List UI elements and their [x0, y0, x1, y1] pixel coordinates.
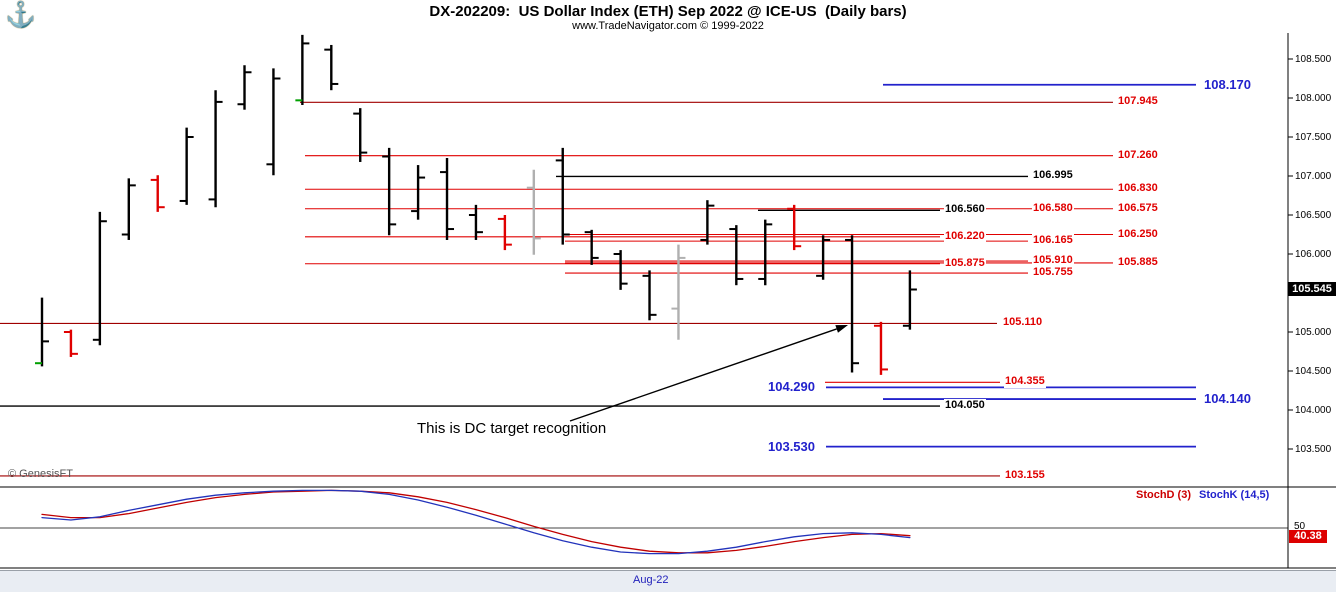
chart-subtitle: www.TradeNavigator.com © 1999-2022 [572, 20, 764, 32]
stochk-line [41, 489, 911, 555]
annotation-arrow[interactable] [569, 328, 837, 422]
stochk-indicator-label[interactable]: StochK (14,5) [1199, 489, 1270, 501]
stoch-last-value-badge: 40.38 [1289, 529, 1327, 543]
last-price-badge: 105.545 [1288, 282, 1336, 297]
stochd-line [41, 489, 911, 554]
chart-title: DX-202209: US Dollar Index (ETH) Sep 202… [429, 3, 907, 20]
chart-header: ⚓ DX-202209: US Dollar Index (ETH) Sep 2… [0, 0, 1336, 34]
genesisft-anchor-icon: ⚓ [5, 1, 37, 29]
stoch-mid-scale-label: 50 [1294, 521, 1306, 532]
date-axis-label: Aug-22 [633, 574, 669, 586]
annotation-text[interactable]: This is DC target recognition [417, 420, 607, 437]
stochd-indicator-label[interactable]: StochD (3) [1136, 489, 1191, 501]
genesisft-watermark: © GenesisFT [8, 468, 73, 480]
date-axis-strip[interactable]: Aug-22 [0, 570, 1336, 592]
annotation-arrowhead [835, 325, 848, 333]
